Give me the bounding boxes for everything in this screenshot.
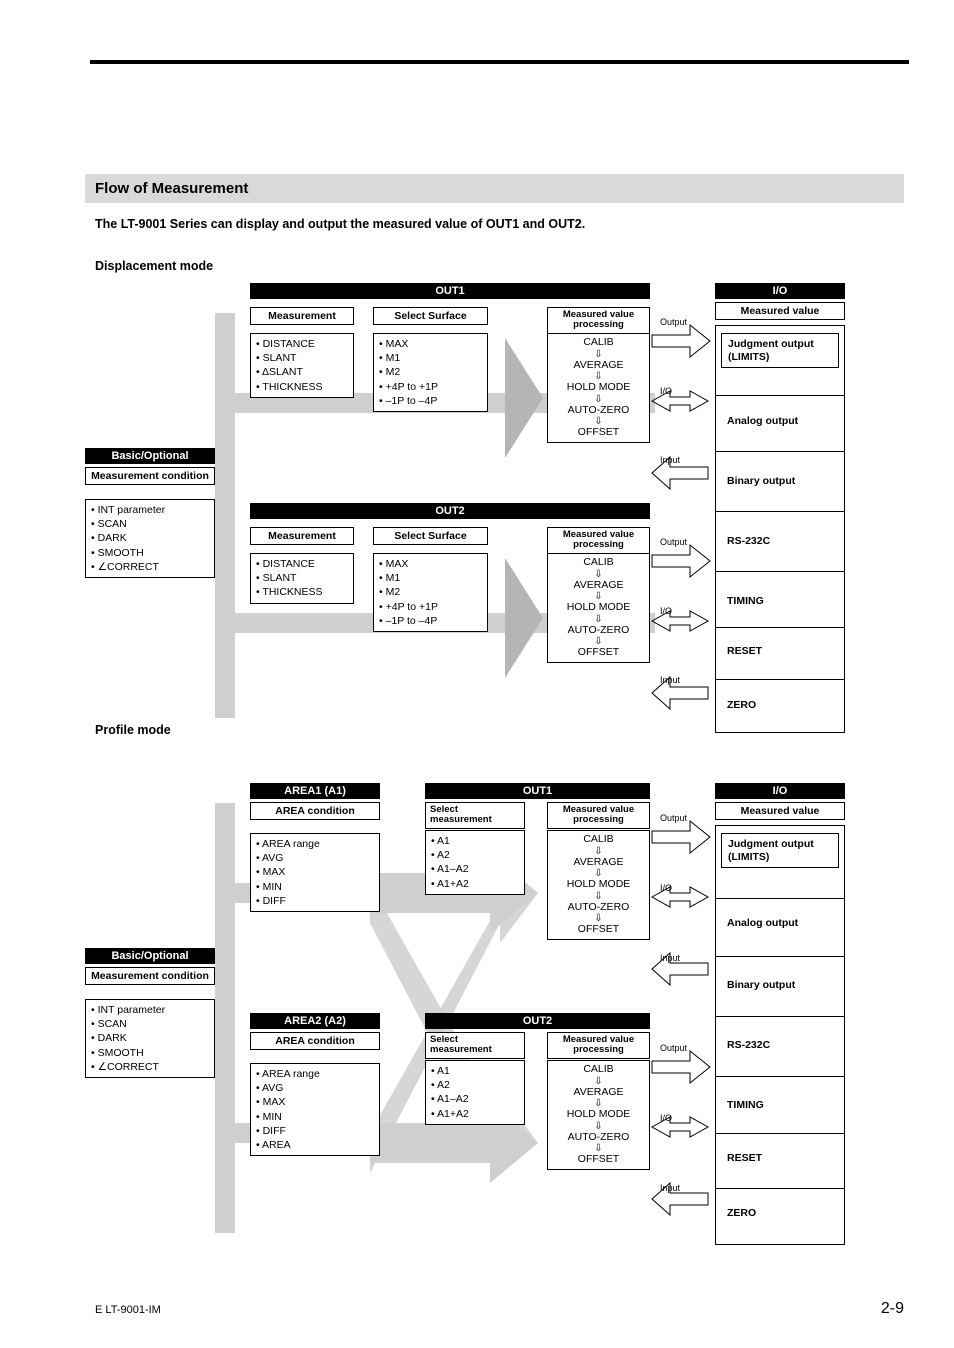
io-rs232c-p: RS-232C [721, 1035, 839, 1055]
io-timing: TIMING [721, 591, 839, 611]
out2-processing-header-p: Measured value processing [547, 1032, 650, 1059]
measurement-condition-header: Measurement condition [85, 467, 215, 485]
select-measurement-header-2: Select measurement [425, 1032, 525, 1059]
out2-select-surface-header: Select Surface [373, 527, 488, 545]
area1-condition-header: AREA condition [250, 802, 380, 820]
out1-select-surface-list: • MAX• M1• M2• +4P to +1P• –1P to –4P [373, 333, 488, 412]
io-zero-p: ZERO [721, 1203, 839, 1223]
out1-processing-header-p: Measured value processing [547, 802, 650, 829]
select-measurement-list-2: • A1• A2• A1–A2• A1+A2 [425, 1060, 525, 1125]
out2-select-surface-list: • MAX• M1• M2• +4P to +1P• –1P to –4P [373, 553, 488, 632]
area2-condition-list: • AREA range• AVG• MAX• MIN• DIFF• AREA [250, 1063, 380, 1156]
area2-header: AREA2 (A2) [250, 1013, 380, 1029]
out2-processing-list: CALIB⇩AVERAGE⇩HOLD MODE⇩AUTO-ZERO⇩OFFSET [547, 553, 650, 663]
measured-value-header-p: Measured value [715, 802, 845, 820]
io-header-p: I/O [715, 783, 845, 799]
out2-measurement-header: Measurement [250, 527, 354, 545]
io-judgment-p: Judgment output (LIMITS) [721, 833, 839, 868]
io-reset: RESET [721, 641, 839, 661]
out1-header: OUT1 [250, 283, 650, 299]
io-rs232c: RS-232C [721, 531, 839, 551]
footer-left: E LT-9001-IM [95, 1304, 161, 1316]
footer-page-number: 2-9 [881, 1300, 904, 1318]
io-analog-p: Analog output [721, 913, 839, 933]
select-measurement-list-1: • A1• A2• A1–A2• A1+A2 [425, 830, 525, 895]
displacement-diagram: Basic/Optional Measurement condition • I… [85, 283, 875, 743]
displacement-mode-title: Displacement mode [95, 259, 904, 273]
basic-optional-header: Basic/Optional [85, 448, 215, 464]
intro-text: The LT-9001 Series can display and outpu… [95, 217, 904, 231]
io-zero: ZERO [721, 695, 839, 715]
select-measurement-header-1: Select measurement [425, 802, 525, 829]
io-column-box [715, 325, 845, 733]
out2-header: OUT2 [250, 503, 650, 519]
out1-processing-header: Measured value processing [547, 307, 650, 334]
out2-measurement-list: • DISTANCE• SLANT• THICKNESS [250, 553, 354, 604]
io-analog: Analog output [721, 411, 839, 431]
io-binary-p: Binary output [721, 975, 839, 995]
out2-header-p: OUT2 [425, 1013, 650, 1029]
measurement-condition-list-p: • INT parameter• SCAN• DARK• SMOOTH• ∠CO… [85, 999, 215, 1078]
out2-processing-list-p: CALIB⇩AVERAGE⇩HOLD MODE⇩AUTO-ZERO⇩OFFSET [547, 1060, 650, 1170]
measurement-condition-list: • INT parameter• SCAN• DARK• SMOOTH• ∠CO… [85, 499, 215, 578]
area1-header: AREA1 (A1) [250, 783, 380, 799]
out1-processing-list: CALIB⇩AVERAGE⇩HOLD MODE⇩AUTO-ZERO⇩OFFSET [547, 333, 650, 443]
io-header: I/O [715, 283, 845, 299]
out1-header-p: OUT1 [425, 783, 650, 799]
connector-arrows-p1 [650, 819, 715, 999]
measured-value-header: Measured value [715, 302, 845, 320]
io-binary: Binary output [721, 471, 839, 491]
io-judgment: Judgment output (LIMITS) [721, 333, 839, 368]
connector-arrows-2 [650, 543, 715, 723]
out1-measurement-header: Measurement [250, 307, 354, 325]
out1-select-surface-header: Select Surface [373, 307, 488, 325]
measurement-condition-header-p: Measurement condition [85, 967, 215, 985]
section-title: Flow of Measurement [85, 174, 904, 203]
area2-condition-header: AREA condition [250, 1032, 380, 1050]
io-reset-p: RESET [721, 1148, 839, 1168]
out1-processing-list-p: CALIB⇩AVERAGE⇩HOLD MODE⇩AUTO-ZERO⇩OFFSET [547, 830, 650, 940]
io-timing-p: TIMING [721, 1095, 839, 1115]
basic-optional-header-p: Basic/Optional [85, 948, 215, 964]
connector-arrows-p2 [650, 1049, 715, 1229]
out1-measurement-list: • DISTANCE• SLANT• ΔSLANT• THICKNESS [250, 333, 354, 398]
connector-arrows-1 [650, 323, 715, 503]
area1-condition-list: • AREA range• AVG• MAX• MIN• DIFF [250, 833, 380, 912]
out2-processing-header: Measured value processing [547, 527, 650, 554]
profile-diagram: Basic/Optional Measurement condition • I… [85, 783, 875, 1273]
